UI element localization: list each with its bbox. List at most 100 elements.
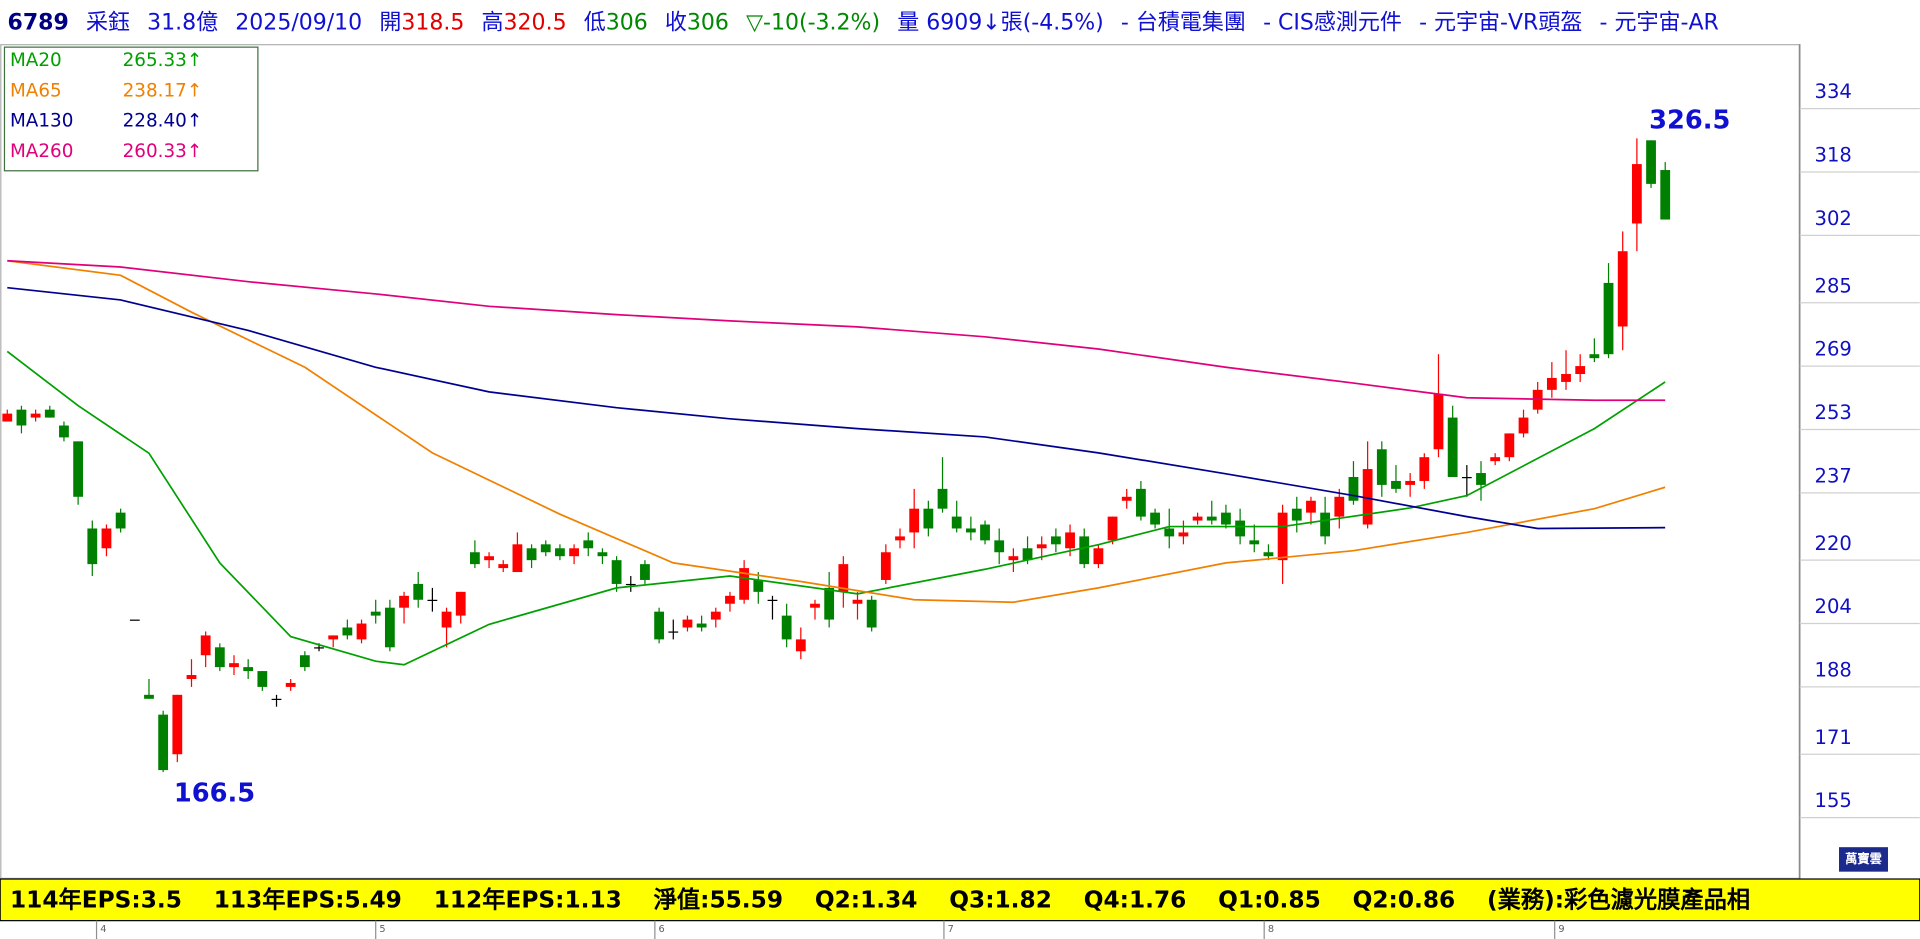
x-tick-label: 8 — [1268, 924, 1274, 935]
header-text: 320.5 — [504, 10, 567, 35]
candle-body — [1603, 282, 1614, 355]
header-item: - 台積電集團 — [1121, 10, 1246, 35]
candle-body — [285, 682, 296, 687]
candle-body — [1362, 469, 1373, 525]
header-text: - 元宇宙-VR頭盔 — [1419, 10, 1582, 35]
legend-name: MA65 — [10, 80, 62, 101]
candle-body — [640, 564, 650, 580]
candle-body — [1022, 548, 1033, 561]
candle-body — [668, 631, 679, 633]
y-tick-label: 285 — [1815, 274, 1852, 297]
header-text: 2025/09/10 — [235, 10, 362, 35]
candle-body — [937, 488, 948, 509]
header-text: 306 — [687, 10, 729, 35]
candle-body — [1306, 500, 1316, 513]
y-tick-label: 253 — [1815, 401, 1852, 424]
candle-body — [214, 647, 225, 668]
header-text: 采鈺 — [86, 10, 130, 35]
candle-body — [866, 599, 877, 628]
candle-body — [1136, 488, 1146, 517]
candle-body — [767, 599, 778, 601]
candle-body — [1447, 417, 1458, 477]
candle-body — [172, 694, 183, 755]
candle-body — [2, 413, 13, 422]
candle-body — [810, 603, 820, 608]
candle-body — [484, 556, 494, 561]
candle-body — [1121, 496, 1132, 501]
candle-body — [781, 615, 792, 640]
header-item: - CIS感測元件 — [1263, 10, 1402, 35]
candle-body — [498, 564, 509, 569]
candle-body — [569, 548, 579, 557]
candle-body — [965, 528, 976, 533]
header-item: 收306 — [665, 10, 729, 35]
candle-body — [1561, 374, 1571, 382]
candle-body — [1461, 476, 1472, 479]
candle-body — [87, 528, 98, 565]
candle-body — [597, 552, 608, 557]
candle-body — [1320, 512, 1331, 537]
y-tick-label: 220 — [1815, 532, 1852, 555]
candle-body — [1206, 516, 1217, 521]
legend-name: MA130 — [10, 111, 73, 132]
header-item: 開318.5 — [379, 10, 464, 35]
candle-body — [413, 583, 424, 600]
candle-body — [1646, 140, 1656, 184]
candle-body — [951, 516, 962, 529]
header-text: 318.5 — [401, 10, 464, 35]
header-text: 量 6909↓張(-4.5%) — [897, 10, 1104, 35]
header-item: 高320.5 — [482, 10, 567, 35]
candle-body — [1631, 164, 1642, 224]
candle-body — [314, 647, 324, 649]
y-tick-label: 237 — [1815, 464, 1852, 487]
candle-body — [824, 587, 835, 620]
candle-body — [1546, 377, 1557, 390]
candle-body — [1476, 473, 1486, 485]
header-item: - 元宇宙-VR頭盔 — [1419, 10, 1582, 35]
candle-body — [1277, 512, 1288, 561]
candle-body — [1150, 512, 1160, 525]
y-tick-label: 334 — [1815, 80, 1852, 103]
header-item: - 元宇宙-AR — [1600, 10, 1719, 35]
header: 6789 采鈺 31.8億 2025/09/10 開318.5 高320.5 低306 收30… — [8, 10, 1719, 35]
footer-item: (業務):彩色濾光膜產品相 — [1487, 887, 1750, 914]
y-tick-label: 269 — [1815, 338, 1852, 361]
candle-body — [654, 611, 665, 640]
candle-body — [470, 552, 480, 565]
footer-item: Q1:0.85 — [1218, 887, 1321, 914]
candle-body — [994, 540, 1005, 553]
header-item: 31.8億 — [147, 10, 218, 35]
candle-body — [753, 579, 764, 592]
ma-line — [7, 259, 1666, 402]
candle-body — [555, 548, 565, 557]
header-text: 31.8億 — [147, 10, 218, 35]
candle-body — [384, 607, 395, 648]
header-text: 306 — [606, 10, 648, 35]
candle-body — [370, 611, 381, 616]
candle-body — [1008, 556, 1019, 561]
candle-body — [1518, 417, 1529, 434]
candle-body — [30, 413, 41, 418]
candle-body — [328, 635, 339, 640]
candle-body — [923, 508, 934, 529]
candle-body — [739, 568, 750, 600]
candle-body — [144, 694, 154, 699]
x-tick-label: 6 — [659, 924, 665, 935]
candle-body — [342, 627, 353, 636]
candle-body — [1490, 457, 1501, 462]
candle-body — [399, 595, 409, 608]
legend-value: 238.17↑ — [123, 80, 203, 101]
candle-body — [427, 599, 438, 601]
footer-item: 114年EPS:3.5 — [10, 887, 182, 914]
candle-body — [243, 667, 254, 672]
header-text: 高 — [482, 10, 504, 35]
candle-body — [625, 583, 636, 586]
candle-body — [1589, 354, 1600, 359]
candle-body — [441, 611, 452, 628]
candle-body — [115, 512, 126, 529]
header-item: 采鈺 — [86, 10, 130, 35]
candle-body — [1419, 457, 1430, 481]
candle-body — [1617, 251, 1628, 327]
footer-item: 112年EPS:1.13 — [434, 887, 622, 914]
